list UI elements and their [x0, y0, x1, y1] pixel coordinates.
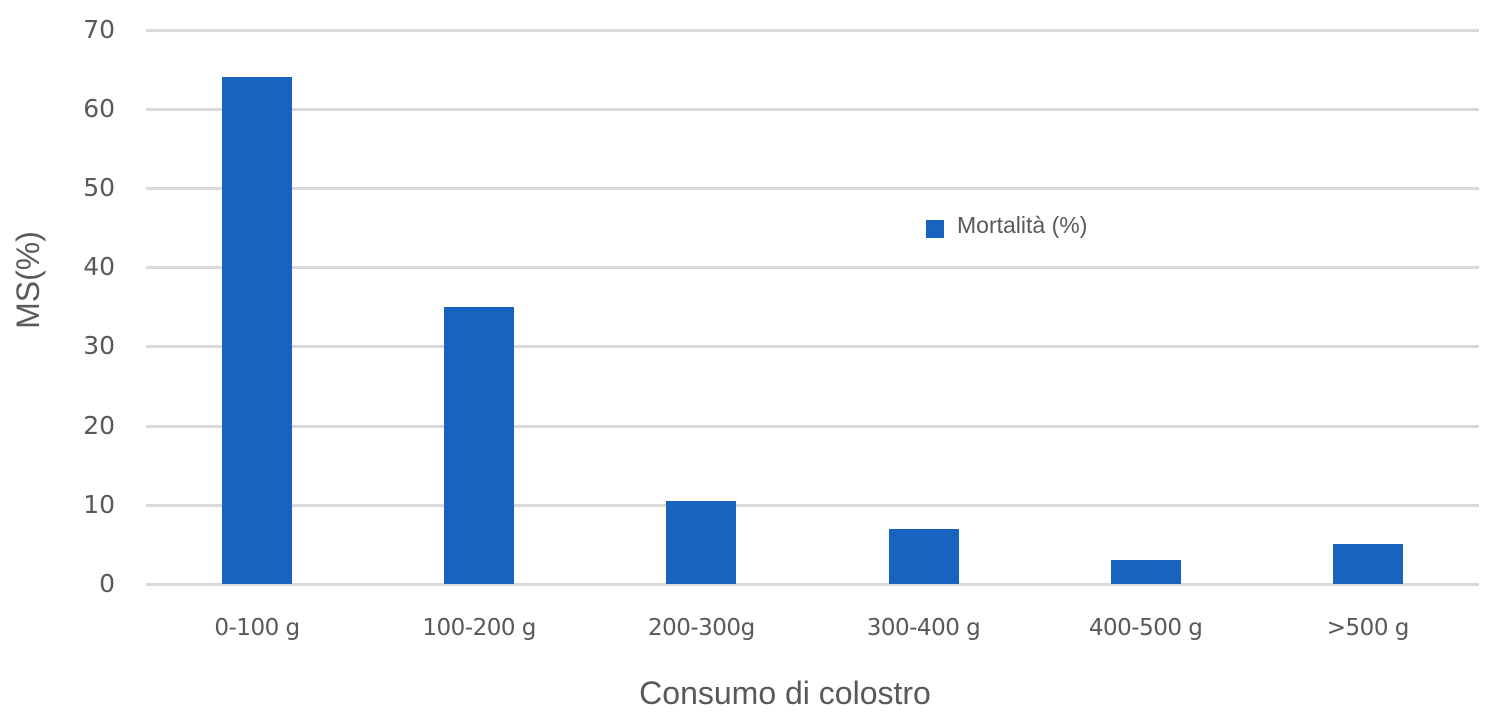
gridline [146, 345, 1479, 349]
x-tick-label: 300-400 g [866, 615, 981, 641]
legend-swatch-icon [926, 219, 944, 238]
y-axis-label: MS(%) [10, 231, 46, 329]
bar [1110, 560, 1181, 584]
bar [1332, 544, 1403, 584]
bar [888, 528, 959, 584]
gridline [146, 583, 1479, 586]
y-tick-label: 70 [83, 14, 115, 44]
x-tick-label: 200-300g [647, 615, 755, 641]
x-tick-label: 400-500 g [1088, 615, 1203, 641]
gridline [146, 187, 1479, 190]
y-tick-label: 20 [83, 410, 115, 440]
y-tick-label: 0 [99, 569, 115, 598]
gridline [146, 28, 1479, 32]
x-tick-label: 100-200 g [422, 615, 536, 641]
gridline [146, 107, 1479, 111]
legend-label: Mortalità (%) [957, 212, 1088, 238]
gridline [146, 503, 1479, 507]
x-axis-label: Consumo di colostro [639, 675, 931, 711]
bar [666, 500, 737, 584]
bar [222, 77, 293, 584]
x-tick-label: 0-100 g [214, 615, 300, 641]
y-tick-label: 30 [83, 331, 115, 361]
gridline [146, 424, 1479, 428]
y-tick-label: 60 [83, 93, 115, 123]
gridline [146, 266, 1479, 270]
y-tick-label: 50 [83, 173, 115, 202]
y-tick-label: 10 [83, 489, 115, 519]
legend: Mortalità (%) [926, 210, 1087, 240]
bar [444, 306, 515, 584]
x-tick-label: >500 g [1326, 615, 1410, 641]
y-tick-label: 40 [83, 252, 115, 282]
